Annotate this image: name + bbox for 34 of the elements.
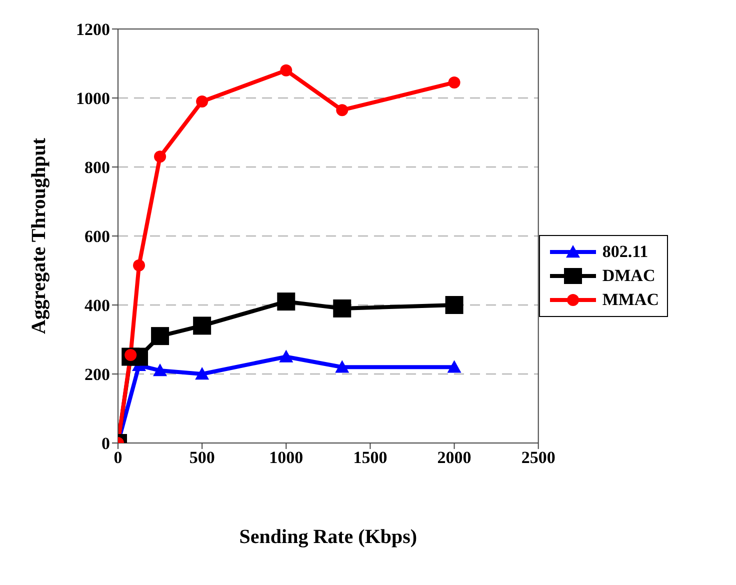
point bbox=[279, 350, 294, 362]
y-tick-label: 0 bbox=[102, 434, 110, 454]
x-axis-title: Sending Rate (Kbps) bbox=[239, 526, 418, 548]
y-tick-label: 600 bbox=[84, 227, 110, 246]
point bbox=[280, 64, 292, 76]
legend-label: 802.11 bbox=[602, 240, 648, 262]
point bbox=[196, 95, 208, 108]
y-tick-label: 200 bbox=[84, 365, 110, 384]
point bbox=[151, 327, 170, 346]
x-tick-label: 0 bbox=[114, 448, 122, 468]
y-tick-label: 800 bbox=[84, 158, 110, 178]
point bbox=[448, 76, 460, 88]
point bbox=[333, 299, 352, 318]
point bbox=[153, 364, 168, 376]
point bbox=[445, 296, 464, 314]
point bbox=[447, 360, 462, 373]
point bbox=[335, 360, 350, 373]
legend-label: MMAC bbox=[602, 288, 659, 310]
point bbox=[277, 292, 296, 311]
point bbox=[336, 104, 348, 116]
point bbox=[133, 259, 146, 272]
y-tick-label: 1000 bbox=[76, 89, 110, 108]
point bbox=[195, 367, 210, 380]
legend-label: DMAC bbox=[602, 264, 656, 286]
y-axis-title: Aggregate Throughput bbox=[28, 138, 50, 334]
x-tick-label: 1000 bbox=[269, 448, 304, 468]
y-tick-label: 400 bbox=[84, 296, 110, 316]
x-tick-label: 1500 bbox=[353, 448, 388, 468]
point bbox=[193, 316, 212, 335]
x-tick-label: 2500 bbox=[521, 448, 556, 468]
point bbox=[154, 150, 166, 163]
x-tick-label: 2000 bbox=[437, 448, 472, 468]
y-tick-label: 1200 bbox=[76, 20, 110, 40]
x-tick-label: 500 bbox=[189, 448, 215, 468]
